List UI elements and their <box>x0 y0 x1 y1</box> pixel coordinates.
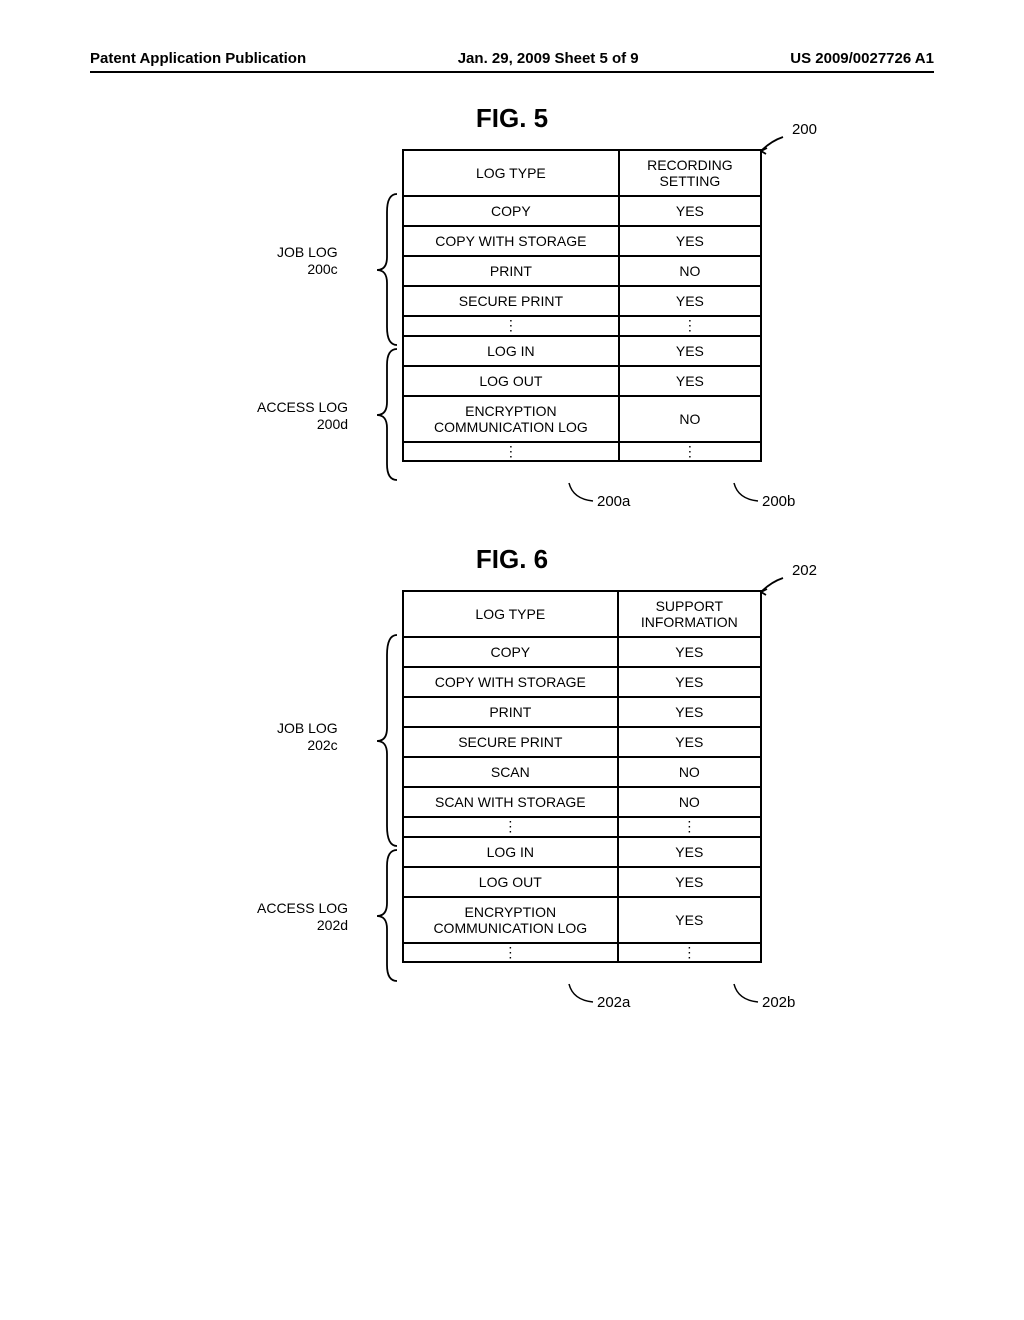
fig5-col1-header: LOG TYPE <box>403 150 619 196</box>
table-row: ENCRYPTION COMMUNICATION LOGNO <box>403 396 761 442</box>
table-row: COPYYES <box>403 196 761 226</box>
table-row-dots: ⋮⋮ <box>403 316 761 336</box>
fig6-col2-header: SUPPORT INFORMATION <box>618 591 761 637</box>
table-row: COPY WITH STORAGEYES <box>403 667 761 697</box>
table-row: PRINTNO <box>403 256 761 286</box>
fig5-wrap: 200 JOB LOG 200c ACCESS LOG 200d LOG TYP… <box>232 149 792 509</box>
fig5-accesslog-label: ACCESS LOG 200d <box>257 399 348 433</box>
fig5-col-b-line <box>732 481 762 506</box>
fig5-col-a-ref: 200a <box>597 493 630 510</box>
fig6-accesslog-label: ACCESS LOG 202d <box>257 900 348 934</box>
fig6-joblog-label: JOB LOG 202c <box>277 720 338 754</box>
fig5-col-a-line <box>567 481 597 506</box>
page-header: Patent Application Publication Jan. 29, … <box>90 50 934 73</box>
fig6-header-row: LOG TYPE SUPPORT INFORMATION <box>403 591 761 637</box>
table-row: COPYYES <box>403 637 761 667</box>
fig6-ref-arrow <box>753 576 787 596</box>
fig6-table: LOG TYPE SUPPORT INFORMATION COPYYES COP… <box>402 590 762 963</box>
fig5-ref-arrow <box>753 135 787 155</box>
fig6-accesslog-brace <box>372 848 402 983</box>
table-row: SECURE PRINTYES <box>403 727 761 757</box>
table-row: SECURE PRINTYES <box>403 286 761 316</box>
header-right: US 2009/0027726 A1 <box>790 50 934 67</box>
table-row: SCAN WITH STORAGENO <box>403 787 761 817</box>
fig5-joblog-brace <box>372 192 402 347</box>
fig5-joblog-label: JOB LOG 200c <box>277 244 338 278</box>
fig5-col-b-ref: 200b <box>762 493 795 510</box>
fig5-accesslog-brace <box>372 347 402 482</box>
fig5-header-row: LOG TYPE RECORDING SETTING <box>403 150 761 196</box>
table-row-dots: ⋮⋮ <box>403 817 761 837</box>
table-row: LOG INYES <box>403 336 761 366</box>
header-center: Jan. 29, 2009 Sheet 5 of 9 <box>458 50 639 67</box>
table-row: COPY WITH STORAGEYES <box>403 226 761 256</box>
fig6-wrap: 202 JOB LOG 202c ACCESS LOG 202d LOG TYP… <box>232 590 792 1025</box>
fig6-col-b-line <box>732 982 762 1007</box>
table-row: LOG INYES <box>403 837 761 867</box>
table-row: ENCRYPTION COMMUNICATION LOGYES <box>403 897 761 943</box>
fig6-col1-header: LOG TYPE <box>403 591 618 637</box>
table-row-dots: ⋮⋮ <box>403 943 761 963</box>
fig6-ref: 202 <box>792 562 817 579</box>
fig6-col-a-ref: 202a <box>597 994 630 1011</box>
fig6-joblog-brace <box>372 633 402 848</box>
patent-page: Patent Application Publication Jan. 29, … <box>0 0 1024 1320</box>
header-left: Patent Application Publication <box>90 50 306 67</box>
fig6-col-a-line <box>567 982 597 1007</box>
fig6-col-b-ref: 202b <box>762 994 795 1011</box>
table-row: LOG OUTYES <box>403 867 761 897</box>
table-row-dots: ⋮⋮ <box>403 442 761 462</box>
table-row: SCANNO <box>403 757 761 787</box>
fig5-ref: 200 <box>792 121 817 138</box>
fig5-table: LOG TYPE RECORDING SETTING COPYYES COPY … <box>402 149 762 462</box>
table-row: LOG OUTYES <box>403 366 761 396</box>
fig5-col2-header: RECORDING SETTING <box>619 150 761 196</box>
table-row: PRINTYES <box>403 697 761 727</box>
